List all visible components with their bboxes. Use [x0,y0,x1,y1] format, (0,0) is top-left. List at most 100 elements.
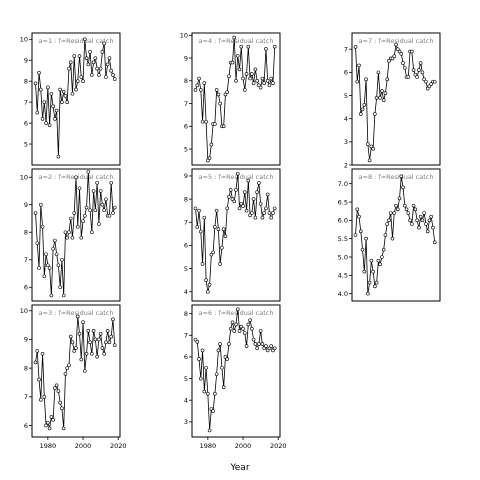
data-point [207,428,212,433]
y-tick-label: 5 [344,92,348,100]
y-tick-label: 2 [344,161,348,169]
y-tick-label: 9 [24,201,28,209]
data-point [72,211,77,215]
data-point [255,346,259,351]
y-tick-label: 5.0 [338,253,348,261]
data-point [70,340,75,345]
data-point [225,90,229,94]
data-point [207,156,212,160]
data-point [60,100,64,104]
data-point [44,252,48,257]
y-tick-label: 6 [24,422,28,430]
data-point [58,87,62,92]
data-point [248,76,252,81]
data-point [408,218,412,223]
data-point [429,214,434,219]
data-point [234,78,238,83]
data-point [54,108,59,113]
data-point [227,194,231,199]
data-point [86,329,91,333]
data-point [56,389,61,393]
data-point [269,76,274,81]
data-point [207,282,212,287]
y-tick-label: 7 [184,219,188,227]
data-point [68,334,73,339]
data-point [257,342,261,346]
data-point [40,351,45,356]
data-point [258,85,263,90]
data-point [355,79,360,84]
data-point [84,205,89,210]
data-point [216,92,221,97]
data-point [63,230,68,235]
data-point [425,86,430,91]
x-tick-label: 2020 [110,442,127,450]
panel-3: a=3 : f=Residual catch 6 7 8 9 10 1980 2000 2020 [20,304,127,450]
data-point [90,73,94,77]
data-point [83,37,87,42]
y-tick-label: 6 [24,119,28,127]
data-point [104,340,108,345]
data-point [424,79,428,84]
data-point [250,72,254,76]
data-point [237,67,242,72]
y-tick-label: 8 [184,77,188,85]
panel-title: a=6 : f=Residual catch [199,309,274,317]
data-point [200,119,205,124]
data-point [111,211,115,215]
data-point [230,60,235,65]
data-point [250,211,254,215]
data-point [255,190,259,194]
data-point [214,208,219,213]
data-point [411,68,416,72]
data-point [91,329,96,333]
data-point [47,426,52,431]
y-tick-label: 9 [24,336,28,344]
data-point [42,100,47,104]
data-point [385,77,390,82]
x-tick-label: 1980 [200,442,217,450]
y-tick-label: 10 [20,307,28,315]
data-point [394,42,398,47]
data-point [246,44,251,49]
y-tick-label: 7 [24,98,28,106]
data-point [63,94,68,98]
data-point [79,75,84,79]
y-tick-label: 8 [24,77,28,85]
data-point [61,426,66,431]
data-point [109,68,113,73]
y-tick-label: 6.0 [338,217,348,225]
data-point [260,342,265,346]
data-point [232,199,237,204]
data-point [425,229,430,234]
x-tick-label: 1980 [40,442,57,450]
data-point [230,320,235,325]
data-point [417,225,421,230]
data-point [232,35,237,40]
series-line [35,39,116,157]
data-point [77,54,82,58]
data-point [98,189,103,193]
data-point [371,146,375,151]
data-point [46,263,50,268]
data-point [213,391,217,396]
data-point [49,91,54,96]
data-point [243,190,247,194]
data-point [60,406,64,411]
series-line [355,43,435,161]
data-point [248,318,252,322]
data-point [223,92,228,97]
data-point [257,181,261,185]
panel-frame [351,32,441,166]
data-point [40,224,45,229]
data-point [112,77,117,81]
data-point [216,348,221,353]
data-point [429,82,434,86]
data-point [197,208,201,213]
data-point [53,386,57,391]
data-point [204,365,208,370]
data-point [104,75,108,79]
data-point [95,180,99,185]
